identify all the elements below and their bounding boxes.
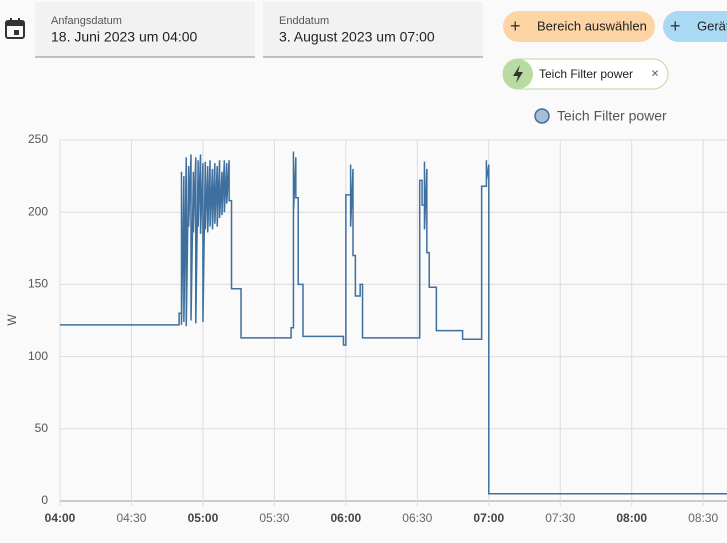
- legend: Teich Filter power: [534, 108, 667, 124]
- chip-label: Teich Filter power: [539, 67, 633, 81]
- calendar-icon[interactable]: [5, 18, 25, 39]
- chip-remove[interactable]: ×: [651, 65, 659, 80]
- plot: 0 50 100 150 200 250 04:00 04:30 05:00 05:30 06:00…: [28, 132, 727, 525]
- legend-marker: [534, 108, 550, 124]
- end-label: Enddatum: [279, 15, 329, 27]
- end-value: 3. August 2023 um 07:00: [279, 29, 435, 45]
- range-button[interactable]: [503, 11, 655, 42]
- device-button[interactable]: [663, 11, 727, 42]
- x-tick-label: 08:00: [616, 511, 647, 525]
- x-tick-label: 06:00: [331, 511, 362, 525]
- y-tick-label: 150: [28, 277, 48, 291]
- y-axis-label: W: [5, 314, 19, 326]
- plus-icon: +: [670, 16, 681, 36]
- x-tick-label: 07:30: [545, 511, 575, 525]
- start-label: Anfangsdatum: [51, 15, 122, 27]
- button-label: Bereich auswählen: [537, 18, 647, 33]
- start-value: 18. Juni 2023 um 04:00: [51, 29, 198, 45]
- x-tick-label: 04:30: [116, 511, 146, 525]
- end-input[interactable]: [263, 2, 483, 57]
- x-tick-label: 06:30: [402, 511, 432, 525]
- bolt: [513, 65, 523, 83]
- x-tick-label: 07:00: [473, 511, 504, 525]
- legend-label: Teich Filter power: [557, 108, 667, 124]
- x-tick-label: 08:30: [688, 511, 718, 525]
- button-label: Gerät: [697, 18, 727, 33]
- plus-icon: +: [510, 16, 521, 36]
- y-tick-label: 200: [28, 204, 48, 218]
- x-tick-label: 05:30: [259, 511, 289, 525]
- start-input[interactable]: [35, 2, 255, 57]
- x-tick-label: 04:00: [45, 511, 76, 525]
- y-tick-label: 50: [35, 421, 49, 435]
- data-line: [60, 151, 727, 495]
- y-tick-label: 100: [28, 349, 48, 363]
- y-tick-label: 0: [41, 493, 48, 507]
- y-tick-label: 250: [28, 132, 48, 146]
- x-tick-label: 05:00: [188, 511, 219, 525]
